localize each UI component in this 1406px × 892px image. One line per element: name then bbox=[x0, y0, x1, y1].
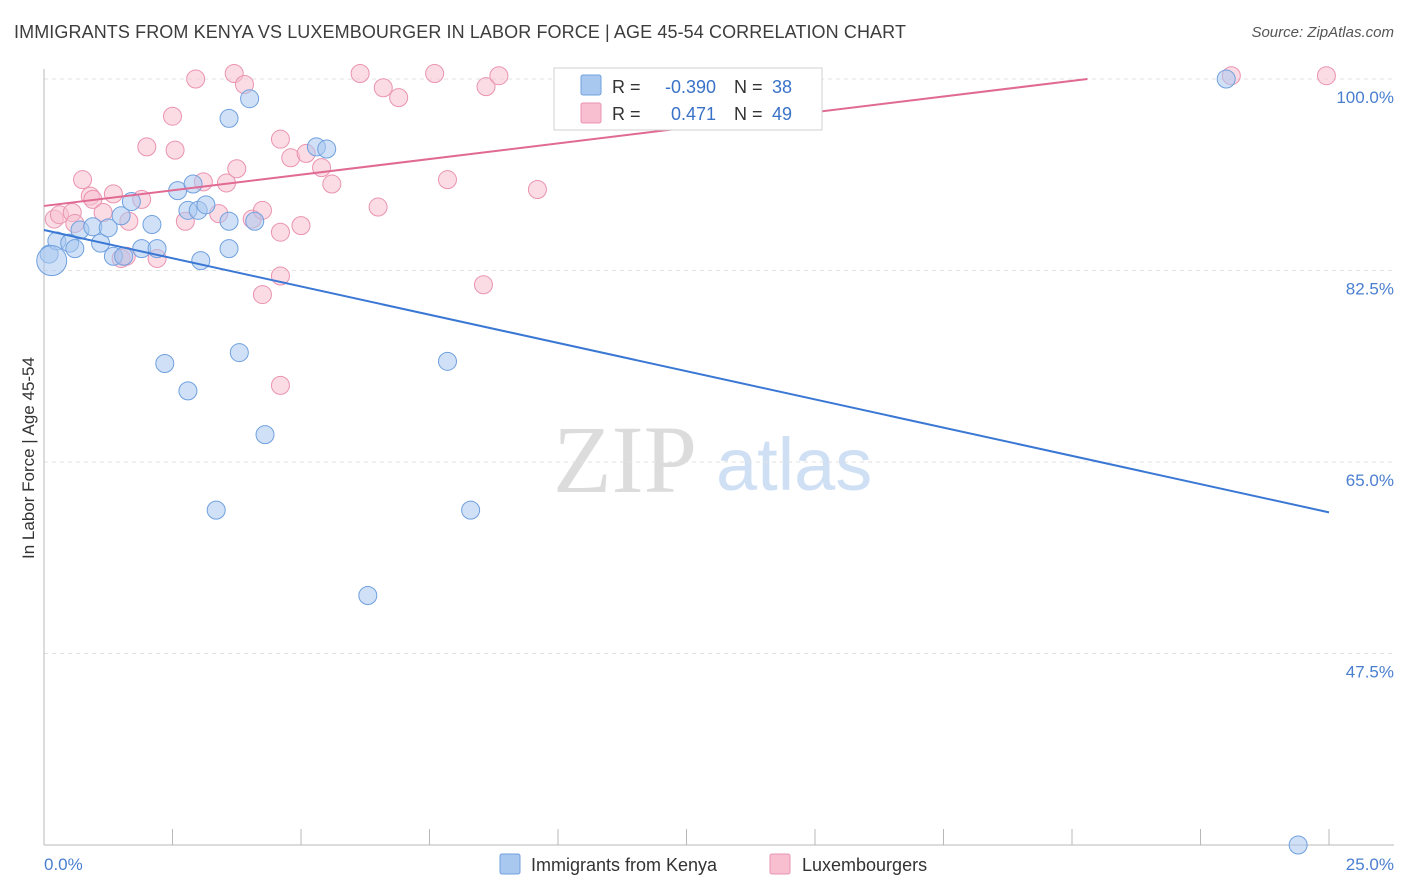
stats-r-value-blue: -0.390 bbox=[665, 77, 716, 97]
blue-point-8 bbox=[111, 206, 131, 226]
pink-point-4 bbox=[73, 170, 93, 190]
legend-swatch-kenya bbox=[499, 853, 521, 875]
y-tick-label-1: 82.5% bbox=[1346, 280, 1394, 299]
gridlines bbox=[44, 78, 1394, 654]
pink-point-30 bbox=[322, 174, 342, 194]
y-tick-label-0: 100.0% bbox=[1336, 88, 1394, 107]
pink-point-37 bbox=[437, 170, 457, 190]
blue-point-33 bbox=[437, 351, 457, 371]
blue-point-35 bbox=[358, 586, 378, 606]
stats-n-label-blue: N = bbox=[734, 77, 763, 97]
pink-point-23 bbox=[252, 285, 272, 305]
pink-point-44 bbox=[473, 275, 493, 295]
blue-point-16 bbox=[183, 174, 203, 194]
blue-point-37 bbox=[1288, 835, 1308, 855]
blue-point-25 bbox=[219, 239, 239, 259]
blue-point-11 bbox=[121, 192, 141, 212]
stats-n-value-blue: 38 bbox=[772, 77, 792, 97]
pink-point-15 bbox=[165, 140, 185, 160]
legend-label-luxembourgers: Luxembourgers bbox=[802, 855, 927, 875]
pink-point-26 bbox=[270, 222, 290, 242]
stats-r-label-blue: R = bbox=[612, 77, 641, 97]
x-tick-label-max: 25.0% bbox=[1346, 855, 1394, 874]
stats-n-label-pink: N = bbox=[734, 104, 763, 124]
pink-point-14 bbox=[163, 106, 182, 126]
blue-point-27 bbox=[317, 139, 337, 159]
pink-point-38 bbox=[476, 77, 496, 97]
stats-swatch-blue bbox=[580, 74, 602, 96]
series-luxembourgers-points bbox=[44, 64, 1336, 395]
watermark-zip: ZIP bbox=[553, 406, 697, 513]
blue-point-34 bbox=[461, 500, 481, 520]
legend-swatch-luxembourgers bbox=[769, 853, 791, 875]
blue-point-3 bbox=[65, 239, 85, 259]
stats-r-label-pink: R = bbox=[612, 104, 641, 124]
blue-point-36 bbox=[1216, 69, 1236, 89]
trend-lines bbox=[43, 78, 1330, 514]
blue-point-30 bbox=[229, 343, 249, 363]
stats-swatch-pink bbox=[580, 102, 602, 124]
blue-point-23 bbox=[240, 89, 260, 109]
blue-cluster-point bbox=[36, 245, 68, 277]
x-axis-ticks bbox=[172, 829, 1330, 845]
pink-point-41 bbox=[186, 69, 206, 89]
pink-point-12 bbox=[137, 137, 157, 157]
blue-point-14 bbox=[142, 215, 162, 235]
blue-point-31 bbox=[255, 425, 275, 445]
stats-box: R = -0.390 N = 38 R = 0.471 N = 49 bbox=[553, 67, 823, 131]
blue-point-32 bbox=[206, 500, 226, 520]
blue-point-22 bbox=[219, 108, 239, 128]
pink-point-20 bbox=[227, 159, 247, 179]
pink-point-8 bbox=[103, 184, 123, 204]
pink-point-40 bbox=[527, 180, 547, 200]
blue-point-28 bbox=[178, 381, 198, 401]
watermark-atlas: atlas bbox=[716, 423, 872, 506]
stats-r-value-pink: 0.471 bbox=[671, 104, 716, 124]
x-tick-label-min: 0.0% bbox=[44, 855, 83, 874]
pink-point-46 bbox=[1316, 66, 1336, 86]
blue-point-29 bbox=[155, 354, 175, 374]
y-tick-label-2: 65.0% bbox=[1346, 471, 1394, 490]
chart-title: IMMIGRANTS FROM KENYA VS LUXEMBOURGER IN… bbox=[14, 22, 907, 42]
y-axis-title: In Labor Force | Age 45-54 bbox=[19, 357, 38, 559]
stats-n-value-pink: 49 bbox=[772, 104, 792, 124]
pink-point-33 bbox=[350, 64, 370, 84]
pink-point-35 bbox=[389, 88, 409, 108]
blue-point-21 bbox=[219, 211, 239, 231]
legend-label-kenya: Immigrants from Kenya bbox=[531, 855, 718, 875]
pink-point-36 bbox=[425, 64, 445, 84]
source-attribution: Source: ZipAtlas.com bbox=[1251, 24, 1394, 41]
y-axis-tick-labels: 100.0% 82.5% 65.0% 47.5% bbox=[1336, 88, 1394, 682]
pink-point-32 bbox=[368, 197, 388, 217]
pink-point-34 bbox=[373, 78, 393, 98]
legend: Immigrants from Kenya Luxembourgers bbox=[499, 853, 927, 875]
blue-point-20 bbox=[191, 251, 211, 271]
blue-point-24 bbox=[245, 211, 265, 231]
trend-line-blue bbox=[43, 229, 1330, 514]
blue-point-19 bbox=[196, 195, 216, 215]
blue-point-10 bbox=[114, 246, 134, 266]
y-tick-label-3: 47.5% bbox=[1346, 663, 1394, 682]
trend-line-pink bbox=[43, 78, 1088, 207]
pink-point-24 bbox=[270, 129, 290, 149]
pink-point-29 bbox=[291, 216, 311, 236]
series-kenya-points bbox=[36, 69, 1308, 855]
blue-point-7 bbox=[98, 218, 118, 238]
pink-point-27 bbox=[270, 375, 290, 395]
pink-point-39 bbox=[489, 66, 509, 86]
